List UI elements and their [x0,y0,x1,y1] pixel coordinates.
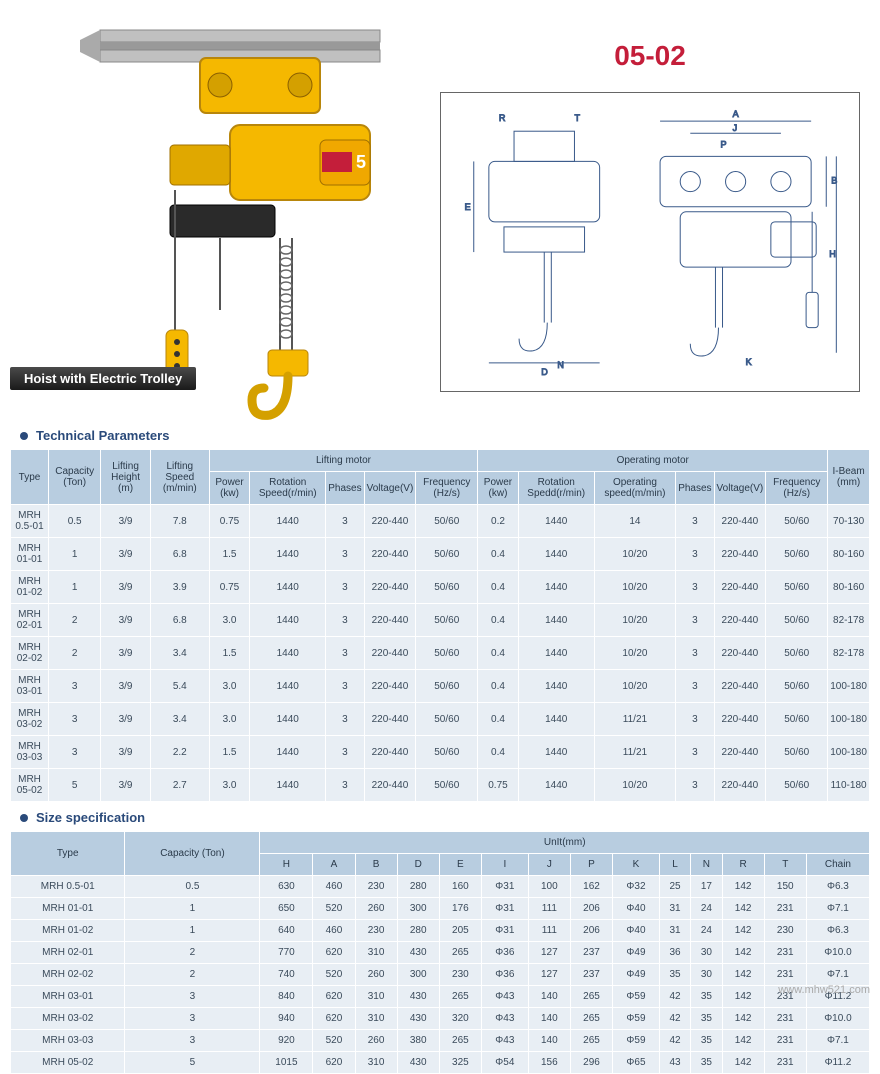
svg-text:N: N [557,360,564,370]
table-row: MRH 03-0133/95.43.014403220-44050/600.41… [11,670,870,703]
table-row: MRH 01-0113/96.81.514403220-44050/600.41… [11,538,870,571]
svg-text:E: E [465,202,471,212]
hoist-illustration: 5 [20,10,420,420]
svg-text:T: T [574,113,580,123]
table-row: MRH 02-022740520260300230Φ36127237Φ49353… [11,964,870,986]
tech-params-header: Technical Parameters [0,420,880,449]
svg-text:A: A [733,109,740,119]
table-row: MRH 01-021640460230280205Φ31111206Φ40312… [11,920,870,942]
tech-title: Technical Parameters [36,428,169,443]
table-row: MRH 02-0123/96.83.014403220-44050/600.41… [11,604,870,637]
table-row: MRH 03-023940620310430320Φ43140265Φ59423… [11,1008,870,1030]
table-row: MRH 0.5-010.53/97.80.7514403220-44050/60… [11,505,870,538]
table-row: MRH 03-033920520260380265Φ43140265Φ59423… [11,1030,870,1052]
svg-text:J: J [733,123,738,133]
svg-text:D: D [541,367,548,377]
svg-text:H: H [829,249,836,259]
table-row: MRH 0.5-010.5630460230280160Φ31100162Φ32… [11,876,870,898]
svg-text:R: R [499,113,506,123]
product-label: Hoist with Electric Trolley [10,367,196,390]
table-row: MRH 03-0233/93.43.014403220-44050/600.41… [11,703,870,736]
table-row: MRH 01-0213/93.90.7514403220-44050/600.4… [11,571,870,604]
size-spec-table: TypeCapacity (Ton)UnIt(mm)HABDEIJPKLNRTC… [10,831,870,1074]
table-row: MRH 05-0251015620310430325Φ54156296Φ6543… [11,1052,870,1074]
table-row: MRH 05-0253/92.73.014403220-44050/600.75… [11,769,870,802]
product-image: 5 Hoist [20,10,420,420]
svg-text:P: P [721,139,727,149]
table-row: MRH 01-011650520260300176Φ31111206Φ40312… [11,898,870,920]
product-code: 05-02 [440,40,860,72]
bullet-icon [20,814,28,822]
bullet-icon [20,432,28,440]
size-spec-header: Size specification [0,802,880,831]
table-row: MRH 02-0223/93.41.514403220-44050/600.41… [11,637,870,670]
tech-params-table: TypeCapacity (Ton)Lifting Height (m)Lift… [10,449,870,802]
svg-text:K: K [746,357,752,367]
size-title: Size specification [36,810,145,825]
table-row: MRH 02-012770620310430265Φ36127237Φ49363… [11,942,870,964]
technical-diagram: D E R T N A [440,92,860,392]
table-row: MRH 03-013840620310430265Φ43140265Φ59423… [11,986,870,1008]
watermark: www.mhw521.com [778,984,870,996]
svg-text:5: 5 [356,152,366,172]
table-row: MRH 03-0333/92.21.514403220-44050/600.41… [11,736,870,769]
